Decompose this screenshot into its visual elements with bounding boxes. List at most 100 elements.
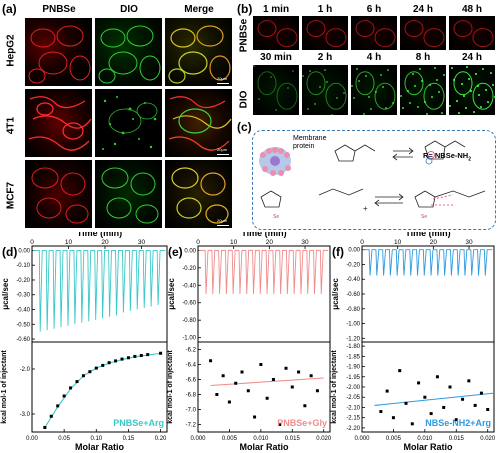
time-label-pnbse-3: 24 h [412, 4, 433, 15]
chart-1-point-8 [259, 363, 263, 366]
chart-0-point-9 [101, 363, 105, 367]
chart-0-top-ylabel: μcal/sec [1, 278, 10, 310]
chart-2-top-yticklabel-1: -0.20 [346, 262, 360, 268]
chart-2-point-2 [391, 416, 395, 420]
time-label-pnbse-0: 1 min [262, 4, 290, 15]
chart-1-bottom-xticklabel-3: 0.015 [285, 436, 301, 442]
r-definition-subscript: 2 [468, 156, 471, 163]
chart-0-point-12 [120, 357, 124, 361]
chart-0-top-frame [31, 245, 168, 343]
chart-2-bottom-yticklabel-4: -2.00 [346, 385, 360, 391]
chart-2-bottom-xlabel: Molar Ratio [403, 442, 453, 452]
chart-1-bottom-yticklabel-5: -7.2 [186, 423, 197, 429]
chart-1-top-yticklabel-0: 0.00 [184, 248, 196, 254]
micrograph-4t1-pnbse [24, 88, 93, 158]
chart-0-bottom-xticklabel-3: 0.15 [123, 436, 135, 442]
panel-b-label: (b) [237, 2, 253, 16]
chart-1-bottom-frame [197, 341, 331, 433]
chart-2-point-0 [379, 410, 383, 414]
scale-text-a3: 20μm [217, 218, 228, 223]
itc-charts: (d) Time (min) 0 10 20 30 0.00 -0.10 -0.20 -0.30 -… [1, 232, 496, 452]
chart-2-point-17 [486, 408, 490, 411]
scale-text-a2: 20μm [217, 147, 228, 152]
chart-0-point-7 [88, 370, 92, 374]
chart-0-bottom-xticklabel-2: 0.10 [90, 436, 102, 442]
chart-1-top-ylabel: μcal/sec [167, 278, 176, 310]
chart-0-top-xticklabel-0: 0 [30, 239, 34, 246]
svg-text:Se: Se [273, 214, 279, 220]
chart-0-legend: PNBSe+Arg [113, 418, 164, 428]
chart-1-top-xticklabel-3: 30 [301, 239, 309, 246]
chart-2-point-16 [479, 391, 483, 395]
membrane-protein-label: Membrane protein [293, 135, 327, 150]
chart-2-bottom-yticklabel-5: -2.05 [346, 395, 360, 401]
chart-1-bottom-yticklabel-2: -6.6 [186, 378, 197, 384]
chart-1-point-15 [303, 404, 307, 408]
chart-2-point-8 [429, 412, 433, 416]
r-definition-text: R= NBSe-NH [423, 151, 469, 160]
micrograph-dio-0 [252, 64, 300, 116]
chart-2-top-frame [361, 245, 495, 343]
chart-1-point-6 [246, 389, 250, 393]
chart-2-point-12 [454, 418, 458, 422]
chart-2-bottom-xticklabel-0: 0.000 [354, 436, 370, 442]
column-label-pnbse: PNBSe [42, 4, 76, 15]
chart-0-thermogram-trace [33, 249, 166, 332]
micrograph-pnbse-0 [252, 15, 300, 51]
chart-1-top-frame [197, 245, 331, 343]
chart-0-top-yticklabel-6: -0.60 [16, 337, 30, 343]
chart-1-top-yticklabel-1: -0.20 [182, 266, 196, 272]
chart-1-top-yticklabel-3: -0.60 [182, 301, 196, 307]
chart-2-top-yticklabel-4: -0.80 [346, 307, 360, 313]
chart-2-bottom-yticklabel-7: -2.15 [346, 416, 360, 422]
chart-0-top-yticklabel-1: -0.10 [16, 263, 30, 269]
chart-2-top-yticklabel-2: -0.40 [346, 277, 360, 283]
membrane-protein-illustration [259, 147, 291, 176]
micrograph-dio-2 [350, 64, 398, 116]
chart-1-bottom-xticklabel-1: 0.005 [222, 436, 238, 442]
chart-2-bottom-yticklabel-6: -2.10 [346, 405, 360, 411]
chart-1-bottom-yticklabel-0: -6.2 [186, 348, 197, 354]
chart-1-label: (e) [168, 245, 183, 259]
chart-1-top-xticklabel-1: 10 [230, 239, 238, 246]
scale-text-a1: 20μm [217, 76, 228, 81]
time-label-dio-2: 4 h [366, 52, 382, 63]
micrograph-pnbse-2 [350, 15, 398, 51]
chart-2-bottom-yticklabel-0: -1.80 [346, 344, 360, 350]
micrograph-pnbse-1 [301, 15, 349, 51]
chart-2-bottom-xticklabel-2: 0.010 [417, 436, 433, 442]
scale-bar-a3 [217, 225, 229, 226]
chart-2-bottom-yticklabel-3: -1.95 [346, 375, 360, 381]
chart-0-point-8 [94, 366, 98, 370]
column-label-dio: DIO [120, 4, 138, 15]
chart-0-point-2 [56, 404, 60, 408]
chart-1-fit-line [210, 377, 324, 387]
r-definition: R= NBSe-NH2 [423, 151, 471, 163]
panel-a-label: (a) [2, 2, 17, 16]
chart-0-bottom-xticklabel-1: 0.05 [58, 436, 70, 442]
chart-2-top-xticklabel-0: 0 [360, 239, 364, 246]
chart-2-point-10 [442, 405, 446, 409]
chart-0-top-yticklabel-0: 0.00 [18, 248, 30, 254]
scale-bar-a1 [217, 83, 229, 84]
chart-1-bottom-yticklabel-1: -6.4 [186, 363, 197, 369]
micrograph-pnbse-4 [448, 15, 496, 51]
time-label-pnbse-4: 48 h [461, 4, 482, 15]
chart-0-bottom-xticklabel-0: 0.00 [26, 436, 38, 442]
chart-2-top-yticklabel-6: -1.20 [346, 336, 360, 342]
chart-0-bottom-yticklabel-0: -2.0 [20, 367, 31, 373]
chart-2-fit-line [374, 392, 495, 406]
chart-1-point-3 [227, 400, 231, 404]
chart-0-top-yticklabel-4: -0.40 [16, 308, 30, 314]
chart-1-point-10 [271, 378, 275, 381]
chart-2-point-14 [467, 379, 471, 383]
reaction-scheme: + Se Se [259, 140, 486, 220]
chart-0-top-yticklabel-3: -0.30 [16, 293, 30, 299]
micrograph-dio-3 [399, 64, 447, 116]
time-label-pnbse-2: 6 h [366, 4, 382, 15]
chart-1-point-13 [290, 385, 294, 389]
chart-0-top-xticklabel-3: 30 [138, 239, 146, 246]
chart-0-bottom-xlabel: Molar Ratio [75, 442, 125, 452]
chart-1-point-16 [309, 374, 313, 378]
chart-2-top-xticklabel-1: 10 [394, 239, 402, 246]
